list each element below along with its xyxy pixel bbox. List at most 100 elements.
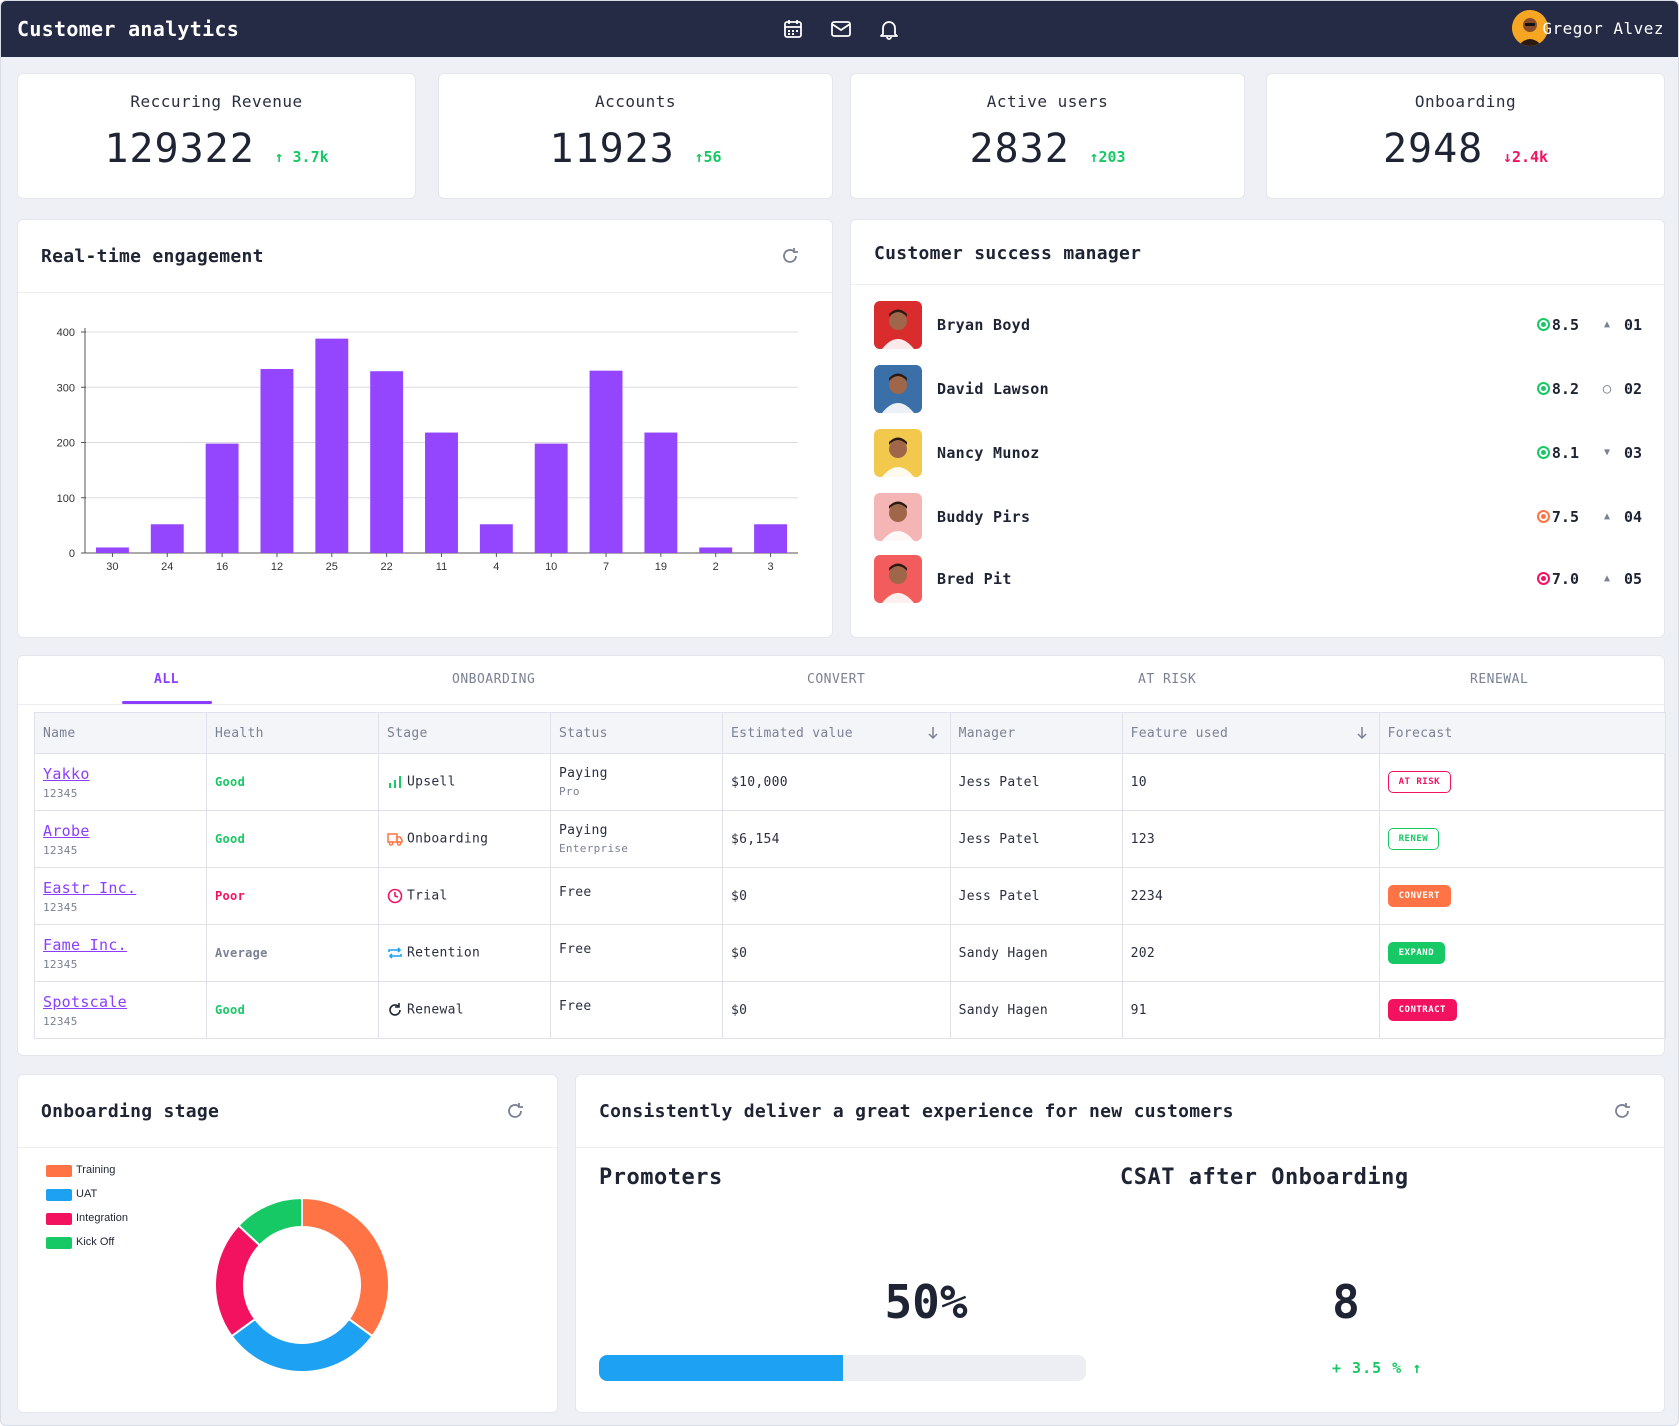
- promoters-value: 50%: [884, 1275, 968, 1329]
- avatar: [874, 493, 922, 541]
- column-header-health[interactable]: Health: [206, 712, 379, 754]
- tab-onboarding[interactable]: ONBOARDING: [452, 672, 536, 687]
- column-header-label: Feature used: [1130, 725, 1229, 741]
- table-row[interactable]: Fame Inc. 12345 Average Retention Free $…: [34, 924, 1667, 982]
- bar-chart-icon: [387, 774, 403, 790]
- kpi-label: Accounts: [594, 92, 677, 111]
- table-row[interactable]: Yakko 12345 Good Upsell Paying Pro $10,0…: [34, 753, 1667, 811]
- forecast-badge[interactable]: RENEW: [1387, 828, 1440, 850]
- csm-row[interactable]: Nancy Munoz 8.1 ▼ 03: [874, 429, 1642, 479]
- cell-feature-used: 123: [1121, 810, 1380, 868]
- csat-delta: + 3.5 % ↑: [1332, 1359, 1422, 1377]
- cell-estimated-value: $0: [722, 867, 951, 925]
- cell-health: Good: [206, 753, 379, 811]
- csm-score: 7.5: [1551, 508, 1579, 526]
- table-row[interactable]: Arobe 12345 Good Onboarding Paying Enter…: [34, 810, 1667, 868]
- refresh-icon[interactable]: [1612, 1101, 1632, 1121]
- column-header-forecast[interactable]: Forecast: [1378, 712, 1667, 754]
- company-link[interactable]: Arobe: [43, 821, 90, 840]
- trend-up-icon: ▲: [1603, 319, 1611, 330]
- csm-name: Buddy Pirs: [937, 508, 1031, 526]
- bar: [589, 370, 623, 553]
- kpi-delta: ↑ 3.7k: [274, 148, 328, 166]
- sort-down-icon[interactable]: [1355, 725, 1369, 741]
- x-tick-label: 10: [545, 561, 557, 573]
- health-value: Good: [215, 831, 246, 846]
- cell-estimated-value: $0: [722, 924, 951, 982]
- y-tick-label: 400: [57, 327, 75, 339]
- status-value: Free: [559, 884, 592, 900]
- score-indicator-icon: [1537, 510, 1550, 523]
- avatar: [874, 555, 922, 603]
- company-link[interactable]: Fame Inc.: [43, 935, 127, 954]
- user-avatar[interactable]: [1512, 10, 1548, 46]
- company-link[interactable]: Spotscale: [43, 992, 127, 1011]
- calendar-icon[interactable]: [782, 18, 804, 40]
- forecast-badge[interactable]: CONTRACT: [1387, 999, 1457, 1021]
- trend-neutral-icon: ○: [1602, 381, 1612, 397]
- column-header-status[interactable]: Status: [550, 712, 723, 754]
- forecast-badge[interactable]: CONVERT: [1387, 885, 1452, 907]
- kpi-card-onboarding: Onboarding 2948 ↓2.4k: [1266, 73, 1665, 199]
- company-id: 12345: [43, 843, 78, 857]
- column-header-manager[interactable]: Manager: [949, 712, 1123, 754]
- cell-manager: Jess Patel: [949, 753, 1123, 811]
- truck-icon: [387, 831, 403, 847]
- user-name[interactable]: Gregor Alvez: [1542, 19, 1664, 38]
- csm-row[interactable]: Buddy Pirs 7.5 ▲ 04: [874, 493, 1642, 543]
- tab-at-risk[interactable]: AT RISK: [1138, 672, 1197, 687]
- refresh-icon[interactable]: [505, 1101, 525, 1121]
- y-tick-label: 300: [57, 382, 75, 394]
- forecast-badge[interactable]: EXPAND: [1387, 942, 1446, 964]
- csm-card: Customer success manager Bryan Boyd 8.5 …: [850, 219, 1665, 638]
- kpi-delta-value: 3.7k: [292, 148, 329, 166]
- kpi-delta: ↓2.4k: [1503, 148, 1548, 166]
- bar: [370, 371, 404, 553]
- tab-all[interactable]: ALL: [154, 672, 179, 687]
- tab-renewal[interactable]: RENEWAL: [1470, 672, 1529, 687]
- health-value: Poor: [215, 888, 246, 903]
- column-header-feature-used[interactable]: Feature used: [1121, 712, 1380, 754]
- csm-row[interactable]: David Lawson 8.2 ○ 02: [874, 365, 1642, 415]
- table-row[interactable]: Eastr Inc. 12345 Poor Trial Free $0 Jess…: [34, 867, 1667, 925]
- app-title: Customer analytics: [17, 17, 240, 41]
- arrow-up-icon: ↑: [1412, 1359, 1423, 1377]
- bar: [699, 547, 733, 553]
- kpi-delta-value: 2.4k: [1511, 148, 1549, 166]
- column-header-stage[interactable]: Stage: [378, 712, 551, 754]
- x-tick-label: 19: [655, 561, 667, 573]
- column-header-name[interactable]: Name: [34, 712, 207, 754]
- legend-label: UAT: [76, 1188, 98, 1200]
- x-tick-label: 3: [768, 561, 774, 573]
- cell-forecast: CONVERT: [1378, 867, 1667, 925]
- clock-icon: [387, 888, 403, 904]
- kpi-label: Reccuring Revenue: [130, 92, 303, 111]
- x-tick-label: 16: [216, 561, 228, 573]
- column-header-estimated-value[interactable]: Estimated value: [722, 712, 951, 754]
- cell-estimated-value: $6,154: [722, 810, 951, 868]
- mail-icon[interactable]: [830, 18, 852, 40]
- refresh-icon[interactable]: [780, 246, 800, 266]
- cell-estimated-value: $10,000: [722, 753, 951, 811]
- x-tick-label: 2: [713, 561, 719, 573]
- cell-forecast: AT RISK: [1378, 753, 1667, 811]
- sort-down-icon[interactable]: [926, 725, 940, 741]
- cell-name: Fame Inc. 12345: [34, 924, 207, 982]
- kpi-delta-value: 203: [1098, 148, 1126, 166]
- company-link[interactable]: Eastr Inc.: [43, 878, 137, 897]
- csm-rank: 02: [1623, 380, 1642, 398]
- x-tick-label: 22: [381, 561, 393, 573]
- status-value: Free: [559, 998, 592, 1014]
- score-indicator-icon: [1537, 446, 1550, 459]
- bell-icon[interactable]: [878, 18, 900, 40]
- csm-row[interactable]: Bred Pit 7.0 ▲ 05: [874, 555, 1642, 605]
- csm-row[interactable]: Bryan Boyd 8.5 ▲ 01: [874, 301, 1642, 351]
- table-row[interactable]: Spotscale 12345 Good Renewal Free $0 San…: [34, 981, 1667, 1039]
- bar: [315, 338, 349, 553]
- tab-convert[interactable]: CONVERT: [807, 672, 866, 687]
- company-link[interactable]: Yakko: [43, 764, 90, 783]
- donut-slice-integration: [214, 1224, 262, 1338]
- forecast-badge[interactable]: AT RISK: [1387, 771, 1452, 793]
- cell-stage: Upsell: [378, 753, 551, 811]
- column-header-label: Estimated value: [731, 725, 853, 741]
